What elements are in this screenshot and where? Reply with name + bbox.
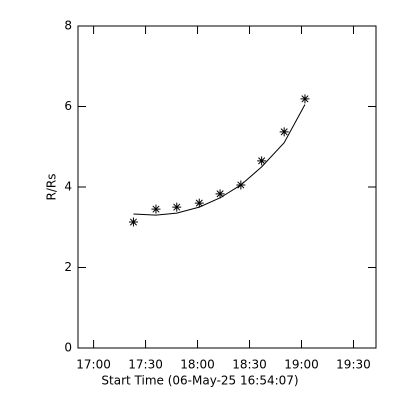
y-tick-label: 0: [64, 341, 72, 355]
data-point: [257, 156, 267, 166]
fit-line: [133, 104, 306, 216]
data-point: [172, 202, 182, 212]
data-point: [215, 189, 225, 199]
y-tick-label: 4: [64, 180, 72, 194]
x-tick-label: 18:00: [180, 358, 215, 372]
y-tick-label: 6: [64, 99, 72, 113]
y-tick-label: 2: [64, 260, 72, 274]
data-point: [194, 198, 204, 208]
plot-frame: [77, 25, 377, 349]
x-tick-label: 17:30: [128, 358, 163, 372]
data-point: [128, 217, 138, 227]
y-axis-label: R/Rs: [45, 174, 59, 201]
data-point: [300, 94, 310, 104]
y-tick-label: 8: [64, 19, 72, 33]
x-tick-label: 17:00: [76, 358, 111, 372]
data-point: [279, 127, 289, 137]
x-tick-label: 19:30: [336, 358, 371, 372]
x-tick-label: 19:00: [284, 358, 319, 372]
data-point: [151, 204, 161, 214]
x-tick-label: 18:30: [232, 358, 267, 372]
x-axis-label: Start Time (06-May-25 16:54:07): [101, 374, 298, 388]
